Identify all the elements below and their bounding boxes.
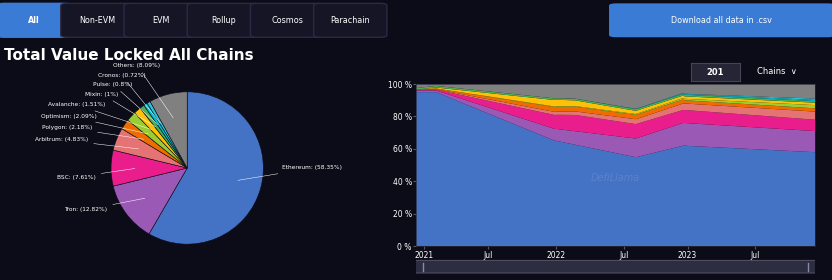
- Text: Total Value Locked All Chains: Total Value Locked All Chains: [4, 48, 254, 63]
- Wedge shape: [122, 120, 187, 168]
- Text: 201: 201: [706, 67, 725, 77]
- Text: Polygon: (2.18%): Polygon: (2.18%): [42, 125, 144, 139]
- Text: All: All: [28, 16, 40, 25]
- Wedge shape: [147, 101, 187, 168]
- Text: EVM: EVM: [152, 16, 169, 25]
- Text: Arbitrum: (4.83%): Arbitrum: (4.83%): [35, 137, 139, 149]
- FancyBboxPatch shape: [414, 260, 817, 273]
- Wedge shape: [113, 168, 187, 234]
- Wedge shape: [128, 113, 187, 168]
- Wedge shape: [144, 103, 187, 168]
- Text: Mixin: (1%): Mixin: (1%): [86, 92, 156, 127]
- Text: Pulse: (0.8%): Pulse: (0.8%): [93, 82, 158, 125]
- Text: Others: (8.09%): Others: (8.09%): [113, 63, 173, 118]
- Text: Cronos: (0.72%): Cronos: (0.72%): [97, 73, 161, 123]
- Wedge shape: [111, 150, 187, 186]
- Text: Non-EVM: Non-EVM: [79, 16, 116, 25]
- Bar: [416, 260, 815, 273]
- Text: Cosmos: Cosmos: [271, 16, 303, 25]
- Text: BSC: (7.61%): BSC: (7.61%): [57, 169, 135, 180]
- Wedge shape: [135, 108, 187, 168]
- Wedge shape: [150, 92, 187, 168]
- Text: Download all data in .csv: Download all data in .csv: [671, 16, 772, 25]
- Text: Avalanche: (1.51%): Avalanche: (1.51%): [47, 102, 152, 130]
- Wedge shape: [113, 129, 187, 168]
- Text: DefiLlama: DefiLlama: [591, 173, 641, 183]
- Text: Rollup: Rollup: [211, 16, 236, 25]
- Wedge shape: [140, 105, 187, 168]
- Wedge shape: [149, 92, 264, 244]
- Text: Chains  ∨: Chains ∨: [757, 67, 797, 76]
- Text: Ethereum: (58.35%): Ethereum: (58.35%): [238, 165, 343, 180]
- Text: Optimism: (2.09%): Optimism: (2.09%): [42, 114, 148, 134]
- Text: Parachain: Parachain: [330, 16, 370, 25]
- Text: Tron: (12.82%): Tron: (12.82%): [64, 198, 145, 213]
